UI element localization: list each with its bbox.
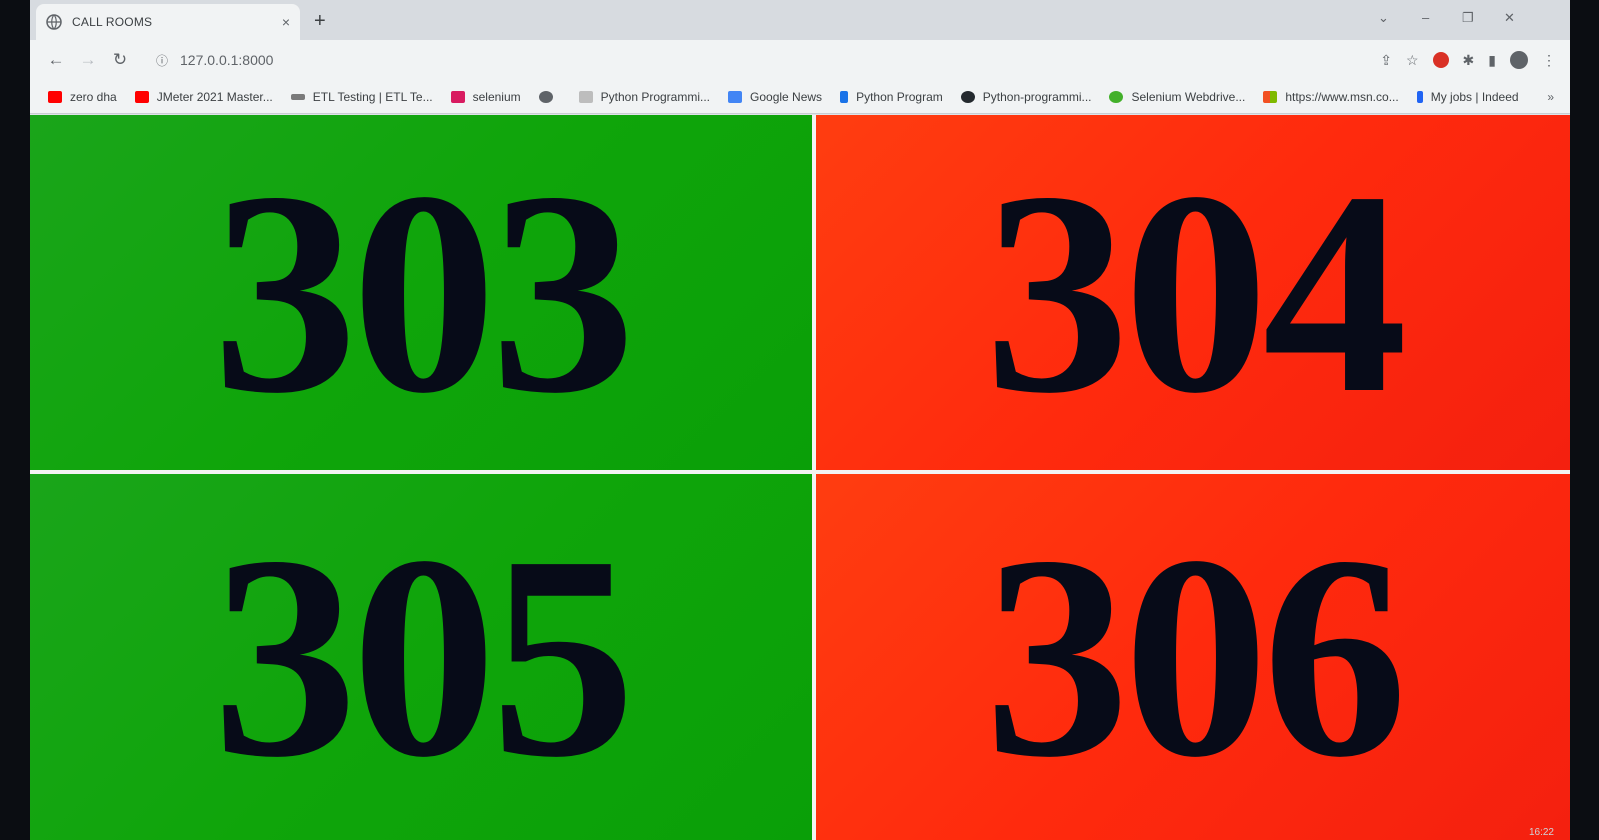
restore-button[interactable]: ❐	[1462, 10, 1474, 25]
room-tile-305: 305	[30, 474, 812, 840]
room-tile-306: 306	[816, 474, 1570, 840]
bookmark-item[interactable]: Selenium Webdrive...	[1109, 90, 1245, 104]
bookmark-star-icon[interactable]: ☆	[1405, 51, 1419, 68]
room-number: 305	[212, 496, 636, 817]
profile-avatar[interactable]	[1510, 51, 1528, 69]
rooms-grid: 303 304 305 306	[30, 115, 1570, 840]
bookmark-item[interactable]	[538, 90, 561, 103]
back-button[interactable]: ←	[47, 50, 65, 69]
forward-button[interactable]: →	[79, 50, 97, 69]
url-text: 127.0.0.1:8000	[180, 52, 274, 68]
address-bar[interactable]: ⓘ 127.0.0.1:8000	[144, 44, 1124, 76]
side-panel-icon[interactable]: ▮	[1488, 51, 1496, 68]
room-tile-303: 303	[30, 115, 812, 470]
room-number: 303	[212, 131, 636, 453]
tab-search-icon[interactable]: ⌄	[1378, 10, 1389, 25]
python-program-icon	[840, 90, 849, 103]
taskbar-clock: 16:22	[1528, 827, 1554, 838]
close-tab-icon[interactable]: ×	[281, 14, 290, 30]
bookmark-item[interactable]: Python Programmi...	[578, 90, 710, 104]
selenium-icon	[450, 90, 465, 103]
share-icon[interactable]: ⇪	[1380, 51, 1392, 68]
bookmark-item[interactable]: JMeter 2021 Master...	[134, 90, 273, 104]
youtube-icon	[48, 90, 62, 103]
call-rooms-page: 303 304 305 306	[30, 115, 1570, 840]
more-bookmarks-icon[interactable]: »	[1547, 89, 1554, 104]
extension-icon[interactable]	[1432, 52, 1449, 68]
menu-icon[interactable]: ⋮	[1542, 51, 1556, 68]
bookmark-item[interactable]: Python-programmi...	[960, 90, 1091, 104]
close-window-button[interactable]: ✕	[1504, 10, 1515, 25]
bookmark-item[interactable]: https://www.msn.co...	[1263, 90, 1399, 104]
bookmark-item[interactable]: Google News	[728, 90, 822, 104]
site-info-icon[interactable]: ⓘ	[156, 53, 169, 68]
indeed-icon	[1416, 90, 1423, 103]
browser-toolbar: ← → ↻ ⓘ 127.0.0.1:8000 ⇪ ☆ ✱ ▮ ⋮	[30, 40, 1570, 80]
room-number: 306	[984, 496, 1408, 817]
google-news-icon	[728, 90, 743, 103]
tab-strip: CALL ROOMS × + ⌄ – ❐ ✕	[30, 0, 1570, 40]
bookmark-item[interactable]: selenium	[450, 90, 521, 104]
msn-icon	[1263, 90, 1278, 103]
extensions-puzzle-icon[interactable]: ✱	[1462, 51, 1475, 68]
globe-icon	[46, 14, 62, 30]
youtube-icon	[134, 90, 149, 103]
bookmark-item[interactable]: zero dha	[48, 90, 117, 104]
new-tab-button[interactable]: +	[314, 10, 326, 32]
toolbar-icons: ⇪ ☆ ✱ ▮ ⋮	[1380, 51, 1570, 69]
selenium-webdriver-icon	[1109, 90, 1124, 103]
bookmark-item[interactable]: My jobs | Indeed	[1416, 90, 1519, 104]
minimize-button[interactable]: –	[1422, 10, 1430, 25]
etl-icon	[290, 93, 305, 100]
github-icon	[960, 90, 975, 103]
tab-title: CALL ROOMS	[72, 15, 153, 29]
reload-button[interactable]: ↻	[112, 50, 128, 69]
room-tile-304: 304	[816, 115, 1570, 470]
screen: CALL ROOMS × + ⌄ – ❐ ✕ ← → ↻ ⓘ 127.0.0.1…	[30, 0, 1570, 840]
bookmarks-bar: zero dha JMeter 2021 Master... ETL Testi…	[30, 80, 1570, 114]
bookmark-item[interactable]: ETL Testing | ETL Te...	[290, 90, 433, 104]
w3-icon	[578, 90, 593, 103]
tab-call-rooms[interactable]: CALL ROOMS ×	[36, 4, 300, 40]
room-number: 304	[984, 131, 1408, 453]
globe-icon	[538, 90, 553, 103]
bookmark-item[interactable]: Python Program	[840, 90, 943, 104]
